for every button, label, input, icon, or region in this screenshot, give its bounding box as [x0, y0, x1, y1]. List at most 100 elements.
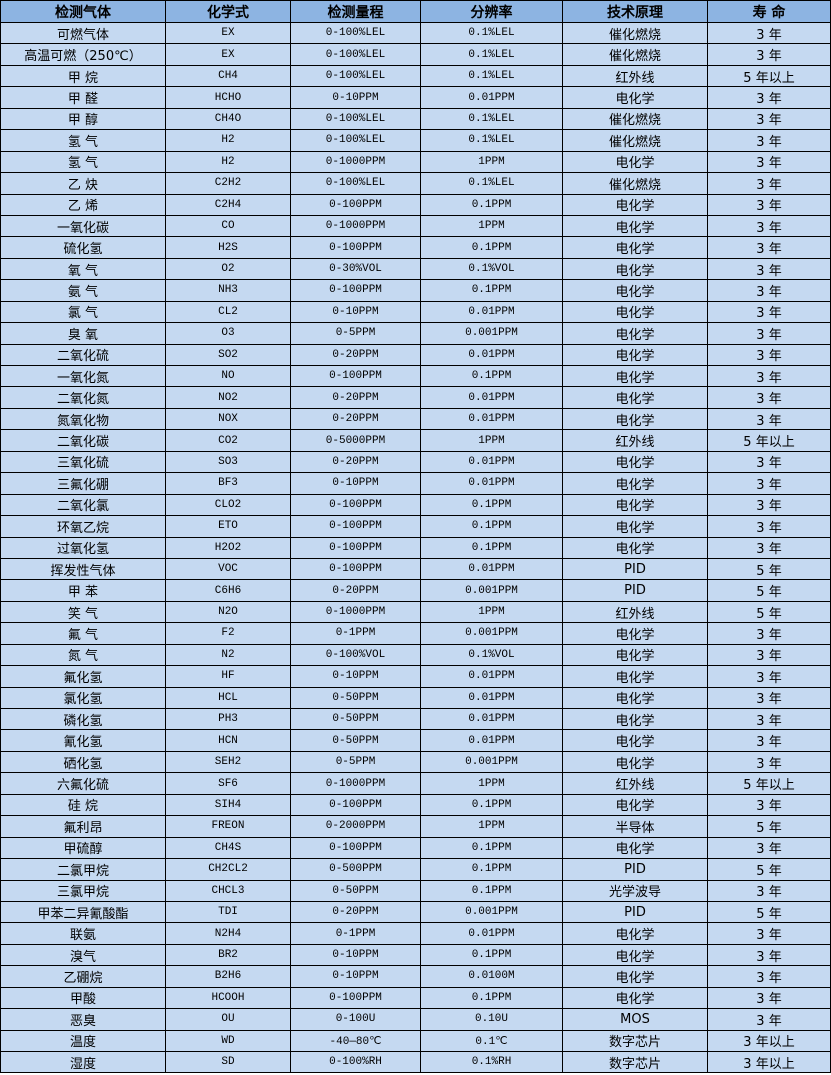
cell-principle: 催化燃烧	[562, 172, 708, 195]
table-row: 联氨 N2H4 0-1PPM 0.01PPM 电化学 3 年	[0, 922, 831, 945]
cell-lifespan: 3 年	[707, 493, 831, 517]
cell-resolution: 0.1PPM	[420, 193, 563, 216]
cell-range: 0-100PPM	[290, 515, 421, 538]
cell-formula: NH3	[165, 279, 291, 302]
cell-range: 0-100PPM	[290, 279, 421, 302]
table-row: 乙 烯 C2H4 0-100PPM 0.1PPM 电化学 3 年	[0, 193, 831, 216]
table-row: 硫化氢 H2S 0-100PPM 0.1PPM 电化学 3 年	[0, 236, 831, 259]
cell-range: 0-20PPM	[290, 579, 421, 602]
cell-principle: 电化学	[562, 686, 708, 710]
cell-gas: 联氨	[0, 922, 166, 945]
table-row: 磷化氢 PH3 0-50PPM 0.01PPM 电化学 3 年	[0, 707, 831, 731]
cell-resolution: 1PPM	[420, 772, 563, 795]
cell-formula: OU	[165, 1008, 291, 1031]
cell-resolution: 0.001PPM	[420, 750, 563, 774]
cell-lifespan: 3 年	[707, 922, 831, 945]
cell-resolution: 0.1%RH	[420, 1050, 563, 1074]
cell-principle: 数字芯片	[562, 1050, 708, 1074]
cell-formula: CLO2	[165, 493, 291, 517]
cell-formula: HCL	[165, 686, 291, 710]
cell-range: 0-1000PPM	[290, 150, 421, 174]
cell-formula: O3	[165, 322, 291, 345]
cell-principle: 红外线	[562, 429, 708, 452]
cell-lifespan: 3 年	[707, 236, 831, 259]
cell-range: 0-20PPM	[290, 386, 421, 409]
cell-resolution: 1PPM	[420, 214, 563, 238]
cell-lifespan: 3 年	[707, 622, 831, 645]
cell-resolution: 0.1PPM	[420, 986, 563, 1010]
cell-resolution: 0.01PPM	[420, 300, 563, 324]
cell-formula: CO	[165, 214, 291, 238]
cell-principle: 电化学	[562, 257, 708, 281]
cell-lifespan: 3 年	[707, 707, 831, 731]
cell-formula: SD	[165, 1050, 291, 1074]
cell-lifespan: 3 年	[707, 322, 831, 345]
cell-principle: 电化学	[562, 836, 708, 860]
table-row: 甲 苯 C6H6 0-20PPM 0.001PPM PID 5 年	[0, 579, 831, 602]
cell-resolution: 0.1%VOL	[420, 643, 563, 667]
cell-resolution: 1PPM	[420, 600, 563, 624]
table-row: 六氟化硫 SF6 0-1000PPM 1PPM 红外线 5 年以上	[0, 772, 831, 795]
cell-range: 0-100PPM	[290, 793, 421, 817]
cell-formula: H2O2	[165, 536, 291, 559]
cell-resolution: 0.1PPM	[420, 836, 563, 860]
table-row: 二氧化氯 CLO2 0-100PPM 0.1PPM 电化学 3 年	[0, 493, 831, 517]
cell-lifespan: 3 年以上	[707, 1050, 831, 1074]
cell-gas: 氟化氢	[0, 665, 166, 688]
cell-resolution: 0.1PPM	[420, 879, 563, 902]
table-row: 挥发性气体 VOC 0-100PPM 0.01PPM PID 5 年	[0, 557, 831, 581]
cell-formula: CHCL3	[165, 879, 291, 902]
cell-gas: 环氧乙烷	[0, 515, 166, 538]
table-row: 二氧化碳 CO2 0-5000PPM 1PPM 红外线 5 年以上	[0, 429, 831, 452]
cell-gas: 甲酸	[0, 986, 166, 1010]
cell-gas: 二氧化氯	[0, 493, 166, 517]
cell-principle: 电化学	[562, 450, 708, 474]
cell-lifespan: 5 年	[707, 900, 831, 924]
cell-formula: N2H4	[165, 922, 291, 945]
cell-resolution: 0.1PPM	[420, 858, 563, 881]
cell-range: 0-1000PPM	[290, 772, 421, 795]
cell-principle: 电化学	[562, 986, 708, 1010]
cell-resolution: 0.0100M	[420, 965, 563, 988]
cell-range: 0-100PPM	[290, 364, 421, 388]
cell-lifespan: 5 年	[707, 600, 831, 624]
cell-range: 0-20PPM	[290, 407, 421, 431]
cell-lifespan: 3 年	[707, 986, 831, 1010]
cell-lifespan: 5 年以上	[707, 772, 831, 795]
cell-lifespan: 3 年	[707, 836, 831, 860]
cell-range: 0-100PPM	[290, 193, 421, 216]
cell-resolution: 0.01PPM	[420, 557, 563, 581]
cell-resolution: 0.1%LEL	[420, 43, 563, 66]
cell-range: 0-50PPM	[290, 707, 421, 731]
cell-range: 0-10PPM	[290, 943, 421, 967]
header-range: 检测量程	[290, 0, 421, 23]
cell-lifespan: 3 年	[707, 21, 831, 45]
cell-gas: 氯化氢	[0, 686, 166, 710]
cell-formula: H2S	[165, 236, 291, 259]
cell-principle: 电化学	[562, 236, 708, 259]
table-row: 二氧化氮 NO2 0-20PPM 0.01PPM 电化学 3 年	[0, 386, 831, 409]
cell-formula: SEH2	[165, 750, 291, 774]
cell-principle: 电化学	[562, 515, 708, 538]
cell-formula: BR2	[165, 943, 291, 967]
cell-lifespan: 3 年	[707, 129, 831, 152]
table-row: 一氧化碳 CO 0-1000PPM 1PPM 电化学 3 年	[0, 214, 831, 238]
cell-resolution: 0.1%LEL	[420, 64, 563, 88]
cell-formula: SF6	[165, 772, 291, 795]
cell-principle: 电化学	[562, 86, 708, 109]
cell-principle: 电化学	[562, 150, 708, 174]
cell-principle: 催化燃烧	[562, 107, 708, 131]
cell-lifespan: 3 年	[707, 257, 831, 281]
cell-gas: 氟 气	[0, 622, 166, 645]
cell-lifespan: 3 年	[707, 343, 831, 367]
cell-principle: 电化学	[562, 343, 708, 367]
cell-principle: 电化学	[562, 386, 708, 409]
cell-range: 0-5PPM	[290, 750, 421, 774]
cell-lifespan: 3 年	[707, 150, 831, 174]
cell-principle: 电化学	[562, 364, 708, 388]
cell-resolution: 1PPM	[420, 429, 563, 452]
cell-lifespan: 3 年	[707, 536, 831, 559]
cell-range: 0-100%LEL	[290, 107, 421, 131]
cell-lifespan: 3 年	[707, 965, 831, 988]
cell-range: 0-50PPM	[290, 879, 421, 902]
